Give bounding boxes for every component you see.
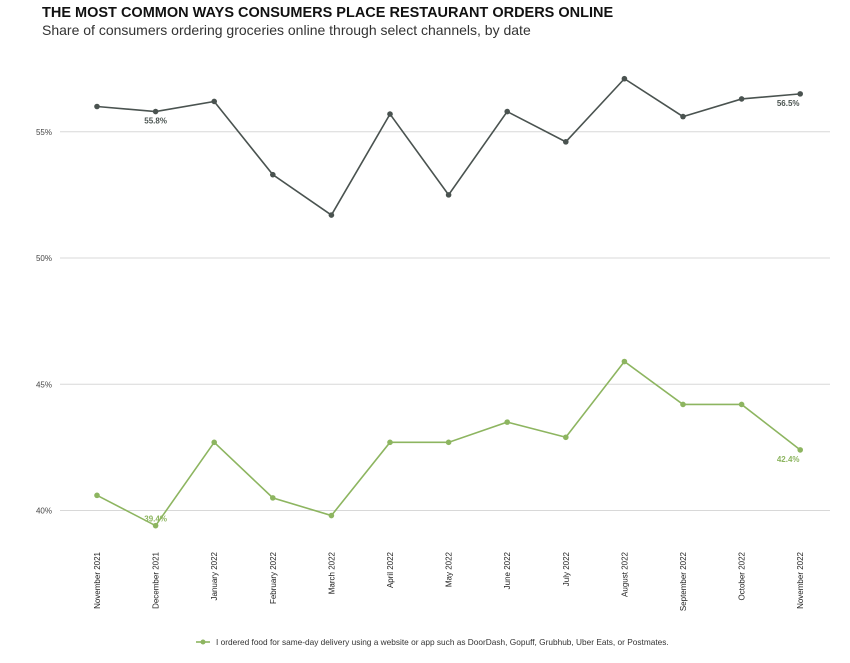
data-point bbox=[94, 492, 100, 499]
data-point bbox=[738, 96, 745, 102]
x-tick-label: February 2022 bbox=[269, 551, 278, 604]
data-point bbox=[328, 512, 335, 519]
x-tick-label: January 2022 bbox=[210, 551, 219, 600]
data-point bbox=[152, 522, 159, 529]
data-point bbox=[738, 401, 745, 408]
data-label: 56.5% bbox=[777, 99, 800, 108]
x-tick-label: October 2022 bbox=[738, 551, 747, 600]
data-point bbox=[445, 192, 452, 198]
y-tick-label: 55% bbox=[36, 128, 52, 137]
x-tick-label: August 2022 bbox=[620, 551, 629, 596]
x-tick-label: December 2021 bbox=[152, 551, 161, 608]
data-point bbox=[680, 113, 686, 120]
data-point bbox=[445, 439, 452, 446]
data-point bbox=[94, 103, 100, 110]
data-point bbox=[387, 439, 393, 446]
data-label: 39.4% bbox=[144, 515, 167, 524]
data-point bbox=[563, 139, 569, 145]
y-tick-label: 45% bbox=[36, 380, 52, 389]
data-point bbox=[797, 447, 803, 453]
data-point bbox=[504, 108, 511, 115]
x-tick-label: April 2022 bbox=[386, 551, 395, 588]
data-point bbox=[211, 439, 217, 446]
data-point bbox=[152, 108, 159, 115]
x-tick-label: May 2022 bbox=[445, 551, 454, 587]
legend-label: I ordered food for same-day delivery usi… bbox=[216, 637, 669, 647]
legend-marker bbox=[200, 639, 206, 645]
y-tick-label: 40% bbox=[36, 507, 52, 516]
y-tick-label: 50% bbox=[36, 254, 52, 263]
chart-subtitle: Share of consumers ordering groceries on… bbox=[42, 22, 531, 38]
x-tick-label: November 2021 bbox=[93, 551, 102, 608]
data-point bbox=[621, 358, 628, 365]
data-point bbox=[211, 98, 217, 105]
x-tick-label: July 2022 bbox=[562, 551, 571, 586]
data-point bbox=[504, 419, 511, 425]
data-point bbox=[797, 91, 803, 97]
data-point bbox=[270, 171, 276, 178]
data-point bbox=[270, 495, 276, 501]
chart-title: THE MOST COMMON WAYS CONSUMERS PLACE RES… bbox=[42, 5, 614, 21]
x-tick-label: June 2022 bbox=[503, 551, 512, 589]
data-point bbox=[328, 212, 335, 218]
data-label: 42.4% bbox=[777, 455, 800, 464]
x-tick-label: September 2022 bbox=[679, 551, 688, 611]
data-point bbox=[563, 434, 569, 441]
data-point bbox=[387, 111, 393, 117]
data-point bbox=[680, 401, 686, 408]
x-tick-label: November 2022 bbox=[796, 551, 805, 608]
x-tick-label: March 2022 bbox=[327, 551, 336, 594]
data-point bbox=[621, 75, 628, 82]
data-label: 55.8% bbox=[144, 117, 167, 126]
